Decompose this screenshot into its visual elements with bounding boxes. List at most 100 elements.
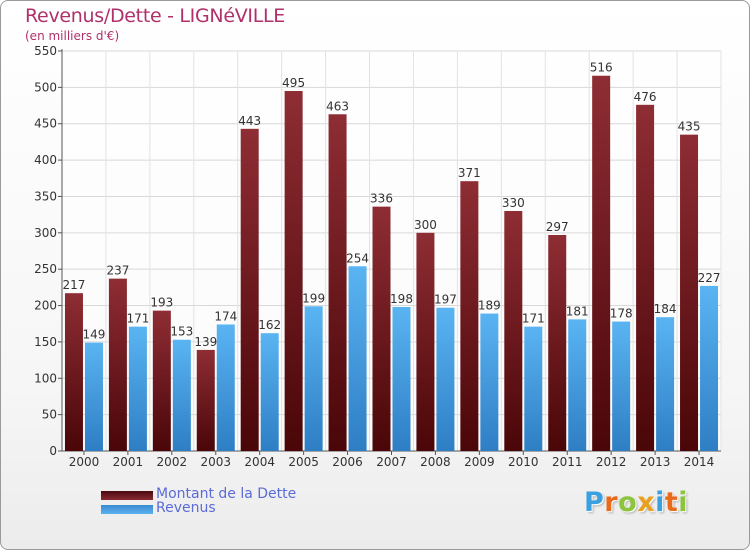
data-label-dette: 476	[634, 90, 657, 104]
y-tick-label: 350	[34, 189, 57, 203]
y-tick-label: 200	[34, 299, 57, 313]
logo-letter: P	[584, 487, 605, 518]
x-tick-label: 2000	[69, 455, 100, 469]
bar-dette	[636, 104, 655, 452]
bar-revenus	[172, 339, 191, 451]
data-label-revenus: 227	[698, 271, 721, 285]
data-label-dette: 495	[282, 76, 305, 90]
x-tick-label: 2008	[420, 455, 451, 469]
data-label-revenus: 174	[214, 309, 237, 323]
data-label-dette: 300	[414, 218, 437, 232]
x-tick-label: 2009	[464, 455, 495, 469]
x-tick-label: 2003	[200, 455, 231, 469]
data-label-dette: 463	[326, 99, 349, 113]
data-label-dette: 297	[546, 220, 569, 234]
legend-item-revenus: Revenus	[101, 500, 361, 519]
bar-dette	[372, 206, 391, 451]
x-tick-label: 2013	[640, 455, 671, 469]
y-tick-label: 150	[34, 335, 57, 349]
data-label-dette: 435	[678, 120, 701, 134]
data-label-dette: 139	[194, 335, 217, 349]
bar-revenus	[304, 306, 323, 451]
y-tick-label: 50	[42, 408, 57, 422]
axes: 0 50 100 150 200 250 300 350 400 450 500 550 2000 200…	[34, 44, 721, 469]
logo-letter: r	[604, 487, 619, 518]
legend-swatch-revenus	[101, 505, 153, 514]
bar-dette	[416, 232, 435, 451]
data-label-revenus: 197	[434, 293, 457, 307]
data-label-dette: 443	[238, 114, 261, 128]
bar-dette	[504, 211, 523, 451]
logo-letter: o	[618, 487, 638, 518]
logo-letter: t	[664, 487, 679, 518]
x-tick-label: 2007	[376, 455, 407, 469]
data-label-dette: 237	[106, 264, 129, 278]
bar-revenus	[128, 326, 147, 451]
proxiti-logo: Proxiti	[584, 487, 688, 518]
data-label-dette: 336	[370, 192, 393, 206]
legend-item-dette: Montant de la Dette	[101, 486, 361, 505]
bar-dette	[152, 310, 171, 451]
data-label-revenus: 199	[302, 291, 325, 305]
data-label-revenus: 171	[522, 312, 545, 326]
legend-swatch-dette	[101, 491, 153, 500]
bar-dette	[64, 293, 83, 451]
data-labels: 2171492371711931531391744431624951994632…	[63, 61, 721, 349]
y-tick-label: 0	[49, 444, 57, 458]
data-label-dette: 516	[590, 61, 613, 75]
x-tick-label: 2012	[596, 455, 627, 469]
data-label-revenus: 153	[170, 325, 193, 339]
data-label-dette: 330	[502, 196, 525, 210]
x-tick-label: 2002	[157, 455, 188, 469]
y-tick-label: 300	[34, 226, 57, 240]
data-label-dette: 371	[458, 166, 481, 180]
plot-area	[62, 51, 721, 451]
grid-lines	[61, 50, 722, 452]
bar-revenus	[216, 324, 235, 451]
bar-revenus	[84, 342, 103, 451]
bar-revenus	[700, 285, 719, 451]
bar-dette	[592, 75, 611, 452]
bar-revenus	[612, 321, 631, 451]
data-label-dette: 193	[150, 296, 173, 310]
bar-dette	[240, 128, 259, 451]
x-tick-label: 2004	[244, 455, 275, 469]
bars	[64, 75, 719, 452]
y-tick-label: 100	[34, 371, 57, 385]
logo-letter: i	[655, 487, 665, 518]
x-tick-label: 2014	[684, 455, 715, 469]
x-tick-label: 2010	[508, 455, 539, 469]
legend-label-revenus: Revenus	[156, 500, 216, 516]
y-tick-label: 400	[34, 153, 57, 167]
chart-title: Revenus/Dette - LIGNéVILLE	[25, 5, 285, 27]
y-tick-label: 250	[34, 262, 57, 276]
data-label-revenus: 181	[566, 304, 589, 318]
bar-dette	[460, 181, 479, 451]
data-label-revenus: 171	[126, 312, 149, 326]
data-label-revenus: 184	[654, 302, 677, 316]
bar-revenus	[260, 333, 279, 451]
bar-dette	[680, 134, 699, 452]
x-tick-label: 2006	[332, 455, 363, 469]
bar-revenus	[524, 326, 543, 451]
bar-revenus	[436, 307, 455, 451]
bar-dette	[284, 91, 303, 451]
data-label-revenus: 162	[258, 318, 281, 332]
legend-label-dette: Montant de la Dette	[156, 486, 297, 502]
y-tick-label: 450	[34, 117, 57, 131]
chart-subtitle: (en milliers d'€)	[25, 29, 120, 43]
data-label-revenus: 254	[346, 251, 369, 265]
data-label-dette: 217	[63, 278, 86, 292]
bar-revenus	[656, 317, 675, 451]
logo-letter: x	[637, 487, 656, 518]
bar-revenus	[568, 319, 587, 451]
data-label-revenus: 189	[478, 299, 501, 313]
data-label-revenus: 149	[83, 328, 106, 342]
bar-revenus	[480, 313, 499, 451]
x-tick-label: 2005	[288, 455, 319, 469]
y-tick-label: 500	[34, 80, 57, 94]
logo-letter: i	[678, 487, 689, 518]
bar-dette	[108, 278, 127, 451]
